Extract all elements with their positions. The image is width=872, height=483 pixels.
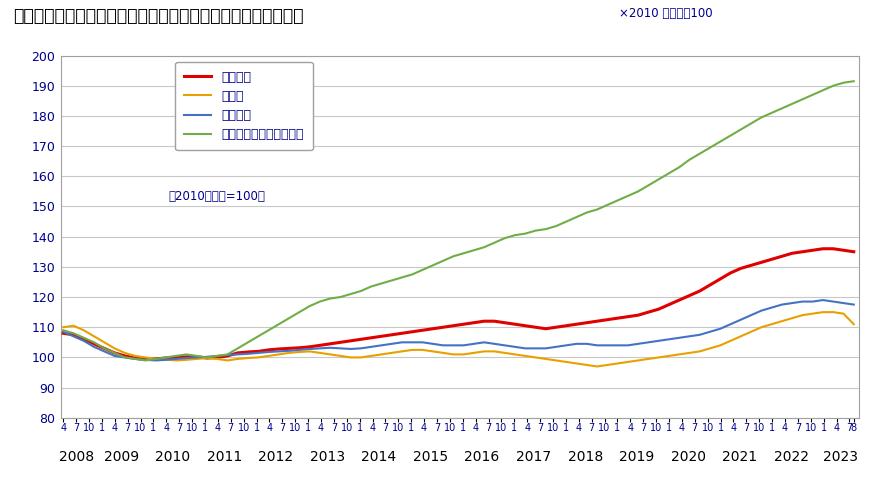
戸建住宅	[633, 341, 644, 347]
住宅総合	[633, 313, 644, 318]
住宅地	[397, 349, 407, 355]
戸建住宅	[325, 345, 336, 351]
住宅地	[633, 357, 644, 363]
Text: （2010年平均=100）: （2010年平均=100）	[169, 190, 266, 203]
マンション（区分所有）	[848, 78, 859, 84]
マンション（区分所有）	[58, 327, 68, 333]
Text: ×2010 年平均＝100: ×2010 年平均＝100	[619, 7, 712, 20]
マンション（区分所有）	[468, 247, 479, 253]
住宅総合	[140, 356, 151, 362]
戸建住宅	[407, 340, 418, 345]
Line: 戸建住宅: 戸建住宅	[63, 300, 854, 360]
住宅地	[109, 345, 119, 351]
住宅総合	[848, 249, 859, 255]
マンション（区分所有）	[325, 296, 336, 301]
戸建住宅	[58, 329, 68, 335]
住宅地	[459, 352, 469, 357]
住宅総合	[201, 355, 212, 361]
住宅地	[592, 364, 603, 369]
戸建住宅	[109, 353, 119, 359]
住宅地	[315, 350, 325, 356]
戸建住宅	[150, 357, 160, 363]
マンション（区分所有）	[109, 350, 119, 356]
戸建住宅	[201, 354, 212, 360]
住宅総合	[468, 320, 479, 326]
マンション（区分所有）	[407, 271, 418, 277]
Line: 住宅地: 住宅地	[63, 312, 854, 367]
住宅総合	[109, 350, 119, 356]
戸建住宅	[468, 341, 479, 347]
戸建住宅	[818, 297, 828, 303]
マンション（区分所有）	[201, 355, 212, 360]
Line: マンション（区分所有）: マンション（区分所有）	[63, 81, 854, 360]
Legend: 住宅総合, 住宅地, 戸建住宅, マンション（区分所有）: 住宅総合, 住宅地, 戸建住宅, マンション（区分所有）	[175, 62, 312, 150]
住宅地	[848, 321, 859, 327]
マンション（区分所有）	[140, 357, 151, 363]
Line: 住宅総合: 住宅総合	[63, 249, 854, 359]
戸建住宅	[848, 302, 859, 308]
住宅地	[58, 325, 68, 330]
住宅地	[192, 356, 202, 362]
マンション（区分所有）	[633, 188, 644, 194]
住宅総合	[818, 246, 828, 252]
住宅総合	[407, 329, 418, 335]
住宅地	[818, 309, 828, 315]
住宅総合	[58, 330, 68, 336]
Text: 《不動産価格指数（住宅）（令和５年８月分・季節調整値）》: 《不動産価格指数（住宅）（令和５年８月分・季節調整値）》	[13, 7, 303, 25]
住宅総合	[325, 341, 336, 347]
